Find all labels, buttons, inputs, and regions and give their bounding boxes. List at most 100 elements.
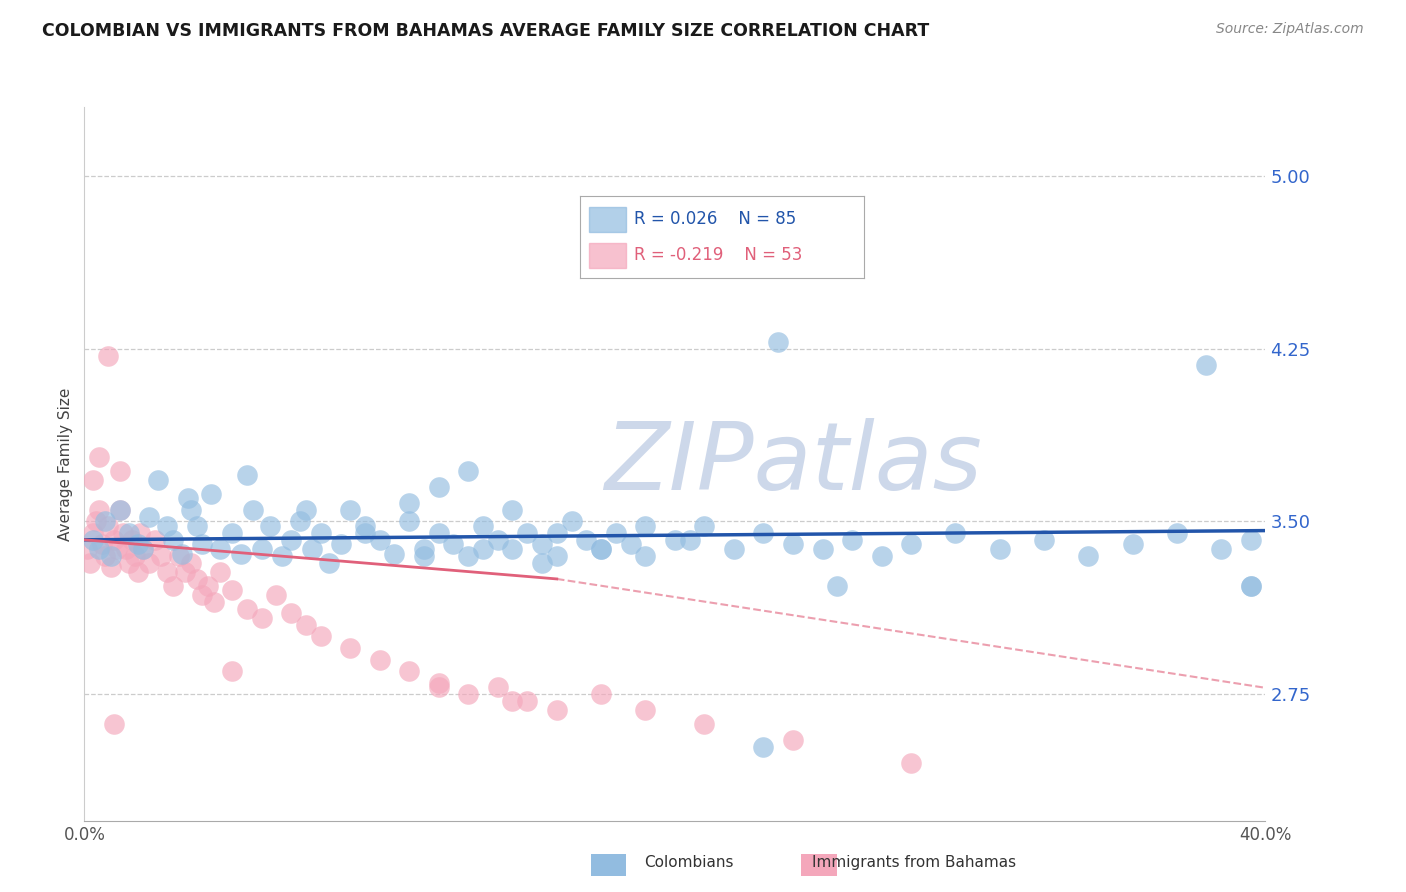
- Point: [457, 549, 479, 563]
- Point: [108, 503, 131, 517]
- Point: [100, 560, 122, 574]
- Point: [280, 607, 302, 621]
- Point: [82, 525, 104, 540]
- Point: [221, 525, 243, 540]
- Point: [330, 537, 353, 551]
- Point: [634, 519, 657, 533]
- Point: [693, 717, 716, 731]
- Point: [250, 611, 273, 625]
- Point: [105, 541, 128, 556]
- Point: [339, 503, 361, 517]
- Point: [752, 525, 775, 540]
- Point: [1122, 537, 1144, 551]
- Point: [180, 556, 202, 570]
- Text: R = -0.219    N = 53: R = -0.219 N = 53: [634, 246, 803, 264]
- Point: [768, 334, 790, 349]
- Point: [121, 533, 143, 547]
- Point: [413, 541, 436, 556]
- Point: [235, 602, 259, 616]
- Text: Immigrants from Bahamas: Immigrants from Bahamas: [811, 855, 1017, 870]
- Point: [354, 519, 377, 533]
- Point: [354, 525, 377, 540]
- Point: [427, 525, 450, 540]
- Point: [486, 680, 509, 694]
- Point: [97, 519, 120, 533]
- Point: [295, 618, 318, 632]
- Point: [546, 549, 568, 563]
- Point: [235, 468, 259, 483]
- Point: [186, 519, 208, 533]
- Point: [94, 549, 117, 563]
- Text: Source: ZipAtlas.com: Source: ZipAtlas.com: [1216, 22, 1364, 37]
- Point: [1240, 579, 1263, 593]
- Point: [94, 515, 117, 529]
- Text: COLOMBIAN VS IMMIGRANTS FROM BAHAMAS AVERAGE FAMILY SIZE CORRELATION CHART: COLOMBIAN VS IMMIGRANTS FROM BAHAMAS AVE…: [42, 22, 929, 40]
- Point: [1195, 358, 1218, 372]
- Point: [472, 519, 495, 533]
- Point: [148, 473, 170, 487]
- Point: [988, 541, 1011, 556]
- Point: [309, 630, 332, 644]
- Point: [546, 703, 568, 717]
- Y-axis label: Average Family Size: Average Family Size: [58, 387, 73, 541]
- Point: [368, 533, 391, 547]
- Point: [118, 556, 141, 570]
- Point: [209, 541, 232, 556]
- Point: [530, 537, 553, 551]
- Point: [295, 503, 318, 517]
- Point: [103, 533, 125, 547]
- Point: [264, 588, 288, 602]
- Text: ZIPatlas: ZIPatlas: [605, 418, 981, 509]
- Point: [87, 450, 111, 464]
- Point: [634, 703, 657, 717]
- Point: [1166, 525, 1188, 540]
- Point: [280, 533, 302, 547]
- Point: [501, 503, 523, 517]
- Point: [530, 556, 553, 570]
- Point: [82, 473, 104, 487]
- Point: [79, 556, 101, 570]
- Point: [382, 547, 406, 561]
- Point: [87, 503, 111, 517]
- Point: [84, 515, 107, 529]
- Point: [209, 565, 232, 579]
- Point: [693, 519, 716, 533]
- Bar: [589, 243, 626, 268]
- Point: [309, 525, 332, 540]
- Point: [221, 583, 243, 598]
- Point: [546, 525, 568, 540]
- Point: [605, 525, 627, 540]
- Point: [162, 579, 184, 593]
- Point: [516, 525, 538, 540]
- Point: [501, 694, 523, 708]
- Point: [173, 565, 195, 579]
- Point: [723, 541, 745, 556]
- Point: [103, 717, 125, 731]
- Point: [870, 549, 893, 563]
- Point: [301, 541, 323, 556]
- Text: R = 0.026    N = 85: R = 0.026 N = 85: [634, 211, 797, 228]
- Point: [575, 533, 598, 547]
- Point: [156, 519, 179, 533]
- Point: [1240, 533, 1263, 547]
- Point: [250, 541, 273, 556]
- Point: [124, 549, 146, 563]
- Point: [87, 541, 111, 556]
- Point: [143, 533, 166, 547]
- Point: [841, 533, 863, 547]
- Point: [427, 480, 450, 494]
- Point: [945, 525, 967, 540]
- Point: [127, 565, 149, 579]
- Point: [108, 503, 131, 517]
- Point: [197, 579, 219, 593]
- Point: [398, 664, 420, 678]
- Point: [591, 541, 613, 556]
- Point: [202, 595, 225, 609]
- Point: [138, 509, 160, 524]
- Point: [427, 680, 450, 694]
- Point: [339, 640, 361, 655]
- Point: [501, 541, 523, 556]
- Point: [678, 533, 700, 547]
- Point: [486, 533, 509, 547]
- Point: [91, 537, 114, 551]
